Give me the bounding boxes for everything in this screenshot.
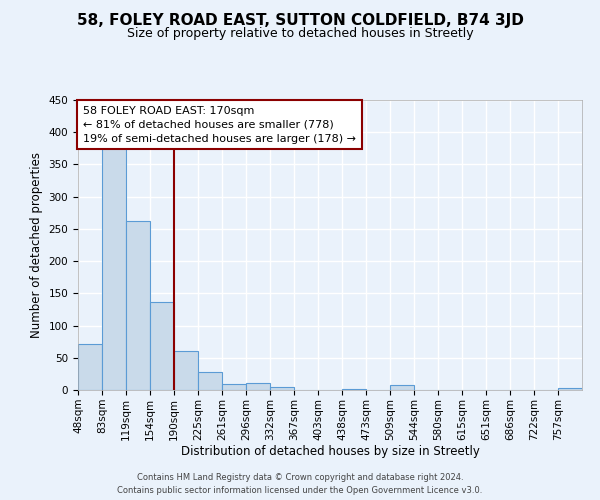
- Bar: [270, 387, 294, 390]
- Text: Contains HM Land Registry data © Crown copyright and database right 2024.
Contai: Contains HM Land Registry data © Crown c…: [118, 473, 482, 495]
- Bar: [126, 221, 150, 390]
- Bar: [78, 344, 102, 390]
- Text: Size of property relative to detached houses in Streetly: Size of property relative to detached ho…: [127, 28, 473, 40]
- Bar: [222, 384, 246, 390]
- Bar: [246, 383, 270, 390]
- Y-axis label: Number of detached properties: Number of detached properties: [30, 152, 43, 338]
- Bar: [390, 385, 414, 390]
- Bar: [558, 388, 582, 390]
- Bar: [102, 148, 126, 390]
- Text: 58, FOLEY ROAD EAST, SUTTON COLDFIELD, B74 3JD: 58, FOLEY ROAD EAST, SUTTON COLDFIELD, B…: [77, 12, 523, 28]
- Text: 58 FOLEY ROAD EAST: 170sqm
← 81% of detached houses are smaller (778)
19% of sem: 58 FOLEY ROAD EAST: 170sqm ← 81% of deta…: [83, 106, 356, 144]
- Bar: [150, 302, 174, 390]
- Bar: [198, 372, 222, 390]
- Bar: [342, 388, 366, 390]
- X-axis label: Distribution of detached houses by size in Streetly: Distribution of detached houses by size …: [181, 446, 479, 458]
- Bar: [174, 352, 198, 390]
